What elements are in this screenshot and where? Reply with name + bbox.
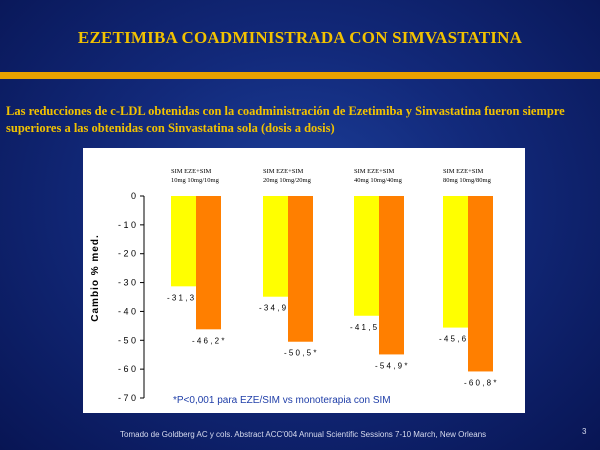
title-underline	[0, 72, 600, 79]
data-label-sim: - 4 1 , 5	[350, 323, 378, 332]
group-header: SIM EZE+SIM	[171, 168, 212, 175]
data-label-eze-sim: - 5 4 , 9 *	[375, 361, 407, 370]
group-header-dose: 20mg 10mg/20mg	[263, 177, 312, 184]
y-axis-title: Cambio % med.	[90, 234, 101, 321]
page-number: 3	[582, 427, 587, 436]
group-header-dose: 10mg 10mg/10mg	[171, 177, 220, 184]
data-label-eze-sim: - 4 6 , 2 *	[192, 336, 224, 345]
data-label-sim: - 3 4 , 9	[259, 304, 287, 313]
bar-sim	[443, 196, 468, 328]
y-tick-label: - 1 0	[118, 220, 136, 230]
y-tick-label: 0	[131, 191, 136, 201]
group-header: SIM EZE+SIM	[263, 168, 304, 175]
y-tick-label: - 3 0	[118, 278, 136, 288]
bar-sim	[263, 196, 288, 297]
group-header: SIM EZE+SIM	[443, 168, 484, 175]
y-tick-label: - 6 0	[118, 364, 136, 374]
y-tick-label: - 4 0	[118, 306, 136, 316]
bar-sim	[171, 196, 196, 287]
bar-eze-sim	[379, 196, 404, 355]
group-header: SIM EZE+SIM	[354, 168, 395, 175]
slide-title: EZETIMIBA COADMINISTRADA CON SIMVASTATIN…	[77, 28, 523, 47]
data-label-sim: - 4 5 , 6	[439, 335, 467, 344]
chart-panel: 0 - 1 0 - 2 0 - 3 0 - 4 0 - 5 0 - 6 0 - 7 0 Camb…	[83, 148, 525, 413]
bar-eze-sim	[288, 196, 313, 342]
bar-eze-sim	[196, 196, 221, 330]
y-tick-label: - 7 0	[118, 393, 136, 403]
significance-annotation: *P<0,001 para EZE/SIM vs monoterapia con…	[173, 395, 391, 406]
y-tick-label: - 2 0	[118, 249, 136, 259]
slide-subtitle: Las reducciones de c-LDL obtenidas con l…	[6, 104, 565, 135]
group-header-dose: 40mg 10mg/40mg	[354, 177, 403, 184]
data-label-sim: - 3 1 , 3	[167, 293, 195, 302]
source-footnote: Tomado de Goldberg AC y cols. Abstract A…	[120, 430, 487, 439]
bar-eze-sim	[468, 196, 493, 372]
y-tick-label: - 5 0	[118, 335, 136, 345]
data-label-eze-sim: - 6 0 , 8 *	[464, 378, 496, 387]
bar-chart: 0 - 1 0 - 2 0 - 3 0 - 4 0 - 5 0 - 6 0 - 7 0 Camb…	[90, 168, 496, 406]
data-label-eze-sim: - 5 0 , 5 *	[284, 349, 316, 358]
group-header-dose: 80mg 10mg/80mg	[443, 177, 492, 184]
bar-sim	[354, 196, 379, 316]
